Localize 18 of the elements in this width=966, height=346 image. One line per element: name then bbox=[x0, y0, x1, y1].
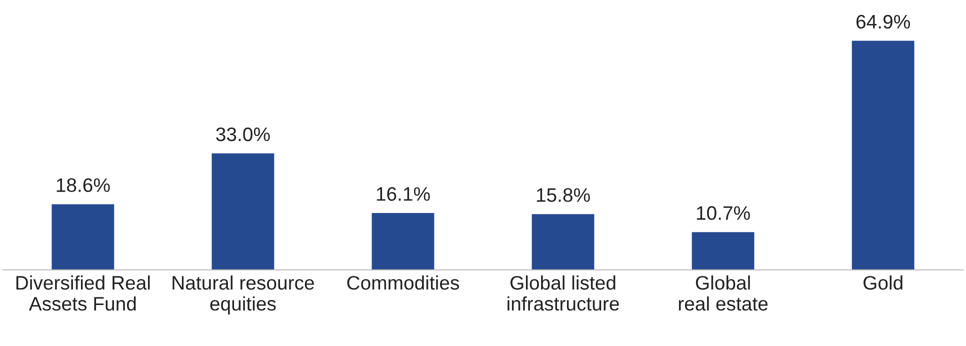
bar bbox=[852, 40, 914, 270]
x-tick-label: Natural resource equities bbox=[172, 275, 314, 315]
bar bbox=[52, 204, 114, 270]
x-tick-label: Diversified Real Assets Fund bbox=[16, 275, 150, 311]
x-tick-label: Gold bbox=[864, 275, 902, 290]
data-label: 10.7% bbox=[696, 206, 750, 220]
bar bbox=[692, 232, 754, 270]
bar bbox=[372, 213, 434, 270]
data-label: 18.6% bbox=[56, 178, 110, 192]
data-label: 33.0% bbox=[216, 127, 270, 142]
data-label: 15.8% bbox=[536, 188, 590, 202]
data-label: 16.1% bbox=[376, 187, 430, 201]
bar bbox=[212, 153, 274, 270]
x-tick-label: Commodities bbox=[347, 275, 460, 290]
x-tick-label: Global listed infrastructure bbox=[508, 275, 619, 311]
x-tick-label: Global real estate bbox=[678, 275, 768, 311]
data-label: 64.9% bbox=[856, 14, 910, 29]
bar bbox=[532, 214, 594, 270]
